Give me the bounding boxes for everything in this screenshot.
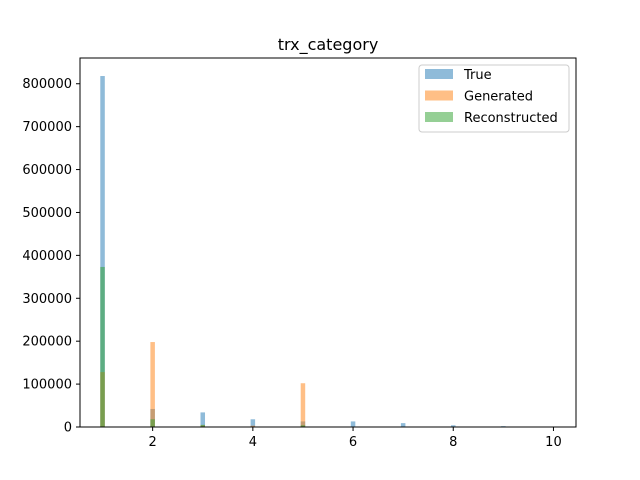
bar-true-3 bbox=[200, 412, 206, 427]
bar-true-7 bbox=[400, 423, 406, 427]
chart-title: trx_category bbox=[278, 35, 379, 55]
y-tick-label: 800000 bbox=[22, 77, 72, 92]
x-axis: 2 4 6 8 10 bbox=[149, 427, 562, 450]
bar-reconstructed-5 bbox=[300, 425, 306, 427]
y-tick-label: 100000 bbox=[22, 378, 72, 393]
plot-frame bbox=[79, 57, 577, 428]
y-tick-label: 400000 bbox=[22, 249, 72, 264]
x-tick-label: 8 bbox=[449, 435, 457, 450]
legend-label-generated: Generated bbox=[464, 90, 533, 105]
bars-layer bbox=[100, 76, 506, 427]
y-tick-label: 300000 bbox=[22, 292, 72, 307]
bar-true-6 bbox=[350, 421, 356, 427]
legend-label-reconstructed: Reconstructed bbox=[464, 111, 558, 126]
bar-reconstructed-2 bbox=[150, 419, 155, 427]
bar-true-4 bbox=[250, 419, 256, 427]
y-tick-label: 700000 bbox=[22, 120, 72, 135]
y-tick-label: 600000 bbox=[22, 163, 72, 178]
legend-swatch-true bbox=[425, 69, 453, 79]
bar-generated-2 bbox=[150, 342, 155, 427]
bar-reconstructed-1 bbox=[100, 266, 105, 427]
bar-generated-5 bbox=[300, 383, 306, 427]
y-tick-label: 500000 bbox=[22, 206, 72, 221]
bar-true-1 bbox=[100, 76, 105, 427]
bar-generated-4 bbox=[250, 425, 256, 427]
legend: True Generated Reconstructed bbox=[418, 64, 570, 133]
bar-reconstructed-3 bbox=[200, 424, 206, 427]
legend-label-true: True bbox=[463, 68, 492, 83]
y-axis: 0 100000 200000 300000 400000 500000 600000 700… bbox=[22, 77, 80, 436]
x-tick-label: 10 bbox=[545, 435, 562, 450]
legend-swatch-generated bbox=[425, 90, 453, 101]
x-tick-label: 2 bbox=[149, 435, 157, 450]
bar-true-8 bbox=[450, 425, 456, 427]
x-tick-label: 4 bbox=[249, 435, 257, 450]
y-tick-label: 0 bbox=[64, 421, 72, 436]
legend-frame bbox=[418, 64, 570, 133]
x-tick-label: 6 bbox=[349, 435, 357, 450]
y-tick-label: 200000 bbox=[22, 335, 72, 350]
legend-swatch-reconstructed bbox=[425, 112, 453, 122]
